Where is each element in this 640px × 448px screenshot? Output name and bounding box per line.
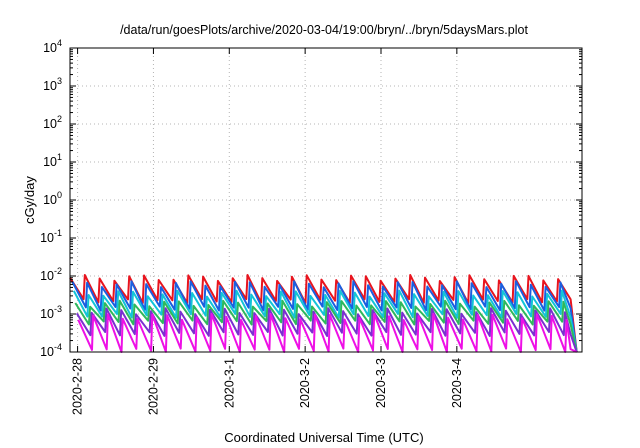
y-tick-label: 10-2 <box>40 266 62 283</box>
x-tick-label: 2020-3-1 <box>222 358 236 408</box>
x-tick-labels: 2020-2-28 2020-2-29 2020-3-1 2020-3-2 2020-3… <box>71 358 464 415</box>
y-tick-label: 103 <box>43 76 62 93</box>
x-axis-label: Coordinated Universal Time (UTC) <box>224 430 423 445</box>
chart-title: /data/run/goesPlots/archive/2020-03-04/1… <box>120 23 528 37</box>
x-tick-label: 2020-2-28 <box>71 358 85 415</box>
y-tick-label: 104 <box>43 38 62 55</box>
series-layer <box>69 274 578 353</box>
y-tick-label: 101 <box>43 152 62 169</box>
y-axis-label: cGy/day <box>22 176 37 224</box>
y-tick-label: 100 <box>43 190 62 207</box>
series-line <box>72 289 578 353</box>
x-tick-label: 2020-2-29 <box>146 358 160 415</box>
y-tick-label: 10-4 <box>40 342 62 359</box>
x-tick-label: 2020-3-4 <box>450 358 464 408</box>
axis-ticks <box>70 47 582 353</box>
y-tick-labels: 10-4 10-3 10-2 10-1 100 101 102 103 104 <box>40 38 62 359</box>
series-line <box>74 299 578 353</box>
x-tick-label: 2020-3-2 <box>298 358 312 408</box>
series-line <box>69 274 578 353</box>
y-tick-label: 102 <box>43 114 62 131</box>
x-tick-label: 2020-3-3 <box>374 358 388 408</box>
series-line <box>71 280 578 353</box>
y-tick-label: 10-3 <box>40 304 62 321</box>
series-line <box>77 313 578 353</box>
y-tick-label: 10-1 <box>40 228 62 245</box>
series-line <box>75 307 578 353</box>
